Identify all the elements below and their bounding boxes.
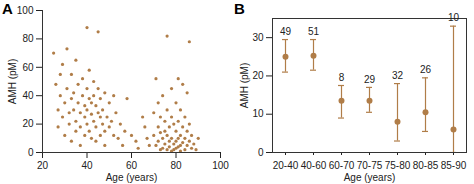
svg-text:80: 80 [22, 33, 34, 44]
html-text:A: A [2, 0, 13, 17]
svg-text:51: 51 [308, 26, 320, 37]
svg-text:100: 100 [17, 5, 34, 16]
svg-text:60: 60 [126, 160, 138, 171]
html-text:B: B [234, 0, 245, 17]
svg-text:20: 20 [22, 118, 34, 129]
svg-text:10: 10 [448, 12, 460, 23]
svg-text:40: 40 [22, 90, 34, 101]
svg-text:49: 49 [280, 26, 292, 37]
svg-text:100: 100 [212, 160, 229, 171]
svg-text:AMH (pM): AMH (pM) [239, 63, 250, 109]
svg-text:40: 40 [81, 160, 93, 171]
svg-text:0: 0 [258, 147, 264, 158]
svg-text:32: 32 [392, 70, 404, 81]
svg-text:Age (years): Age (years) [344, 172, 396, 183]
svg-text:0: 0 [28, 147, 34, 158]
svg-text:60: 60 [22, 62, 34, 73]
svg-text:8: 8 [339, 72, 345, 83]
svg-text:AMH (pM): AMH (pM) [7, 59, 18, 105]
svg-text:29: 29 [364, 74, 376, 85]
svg-text:60-70: 60-70 [329, 160, 355, 171]
svg-text:75-80: 75-80 [385, 160, 411, 171]
svg-text:20-40: 20-40 [273, 160, 299, 171]
svg-text:20: 20 [37, 160, 49, 171]
svg-text:70-75: 70-75 [357, 160, 383, 171]
svg-text:10: 10 [252, 108, 264, 119]
svg-text:40-60: 40-60 [301, 160, 327, 171]
svg-text:20: 20 [252, 70, 264, 81]
svg-text:80: 80 [170, 160, 182, 171]
svg-text:26: 26 [420, 64, 432, 75]
svg-text:80-85: 80-85 [413, 160, 439, 171]
svg-text:85-90: 85-90 [441, 160, 467, 171]
svg-text:30: 30 [252, 32, 264, 43]
svg-text:Age (years): Age (years) [106, 172, 158, 183]
